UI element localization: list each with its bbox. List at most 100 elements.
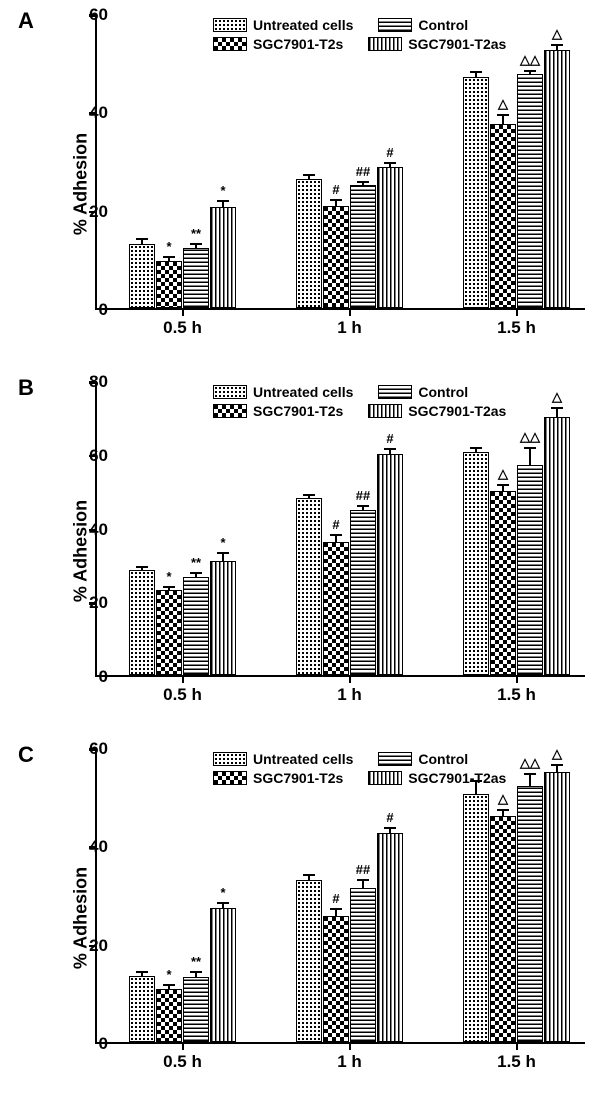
bar-fill [130,977,154,1041]
legend-item-untreated: Untreated cells [213,384,353,400]
legend-row: SGC7901-T2sSGC7901-T2as [213,36,506,52]
error-cap [217,552,229,554]
legend-swatch [213,752,247,766]
legend-swatch [213,18,247,32]
legend-item-t2s: SGC7901-T2s [213,403,343,419]
bar-fill [324,917,348,1041]
x-tick-label: 1 h [337,1052,362,1072]
significance-annotation: * [166,239,171,254]
legend-item-control: Control [378,17,468,33]
error-cap [551,44,563,46]
bar-t2as [544,772,570,1042]
bar-fill [351,186,375,307]
error-cap [357,505,369,507]
x-tick [349,675,352,683]
bar-fill [211,562,235,674]
panel-C: C% Adhesion02040600.5 h****1 h####1.5 h△… [0,734,608,1101]
error-cap [330,908,342,910]
significance-annotation: # [332,517,339,532]
legend-swatch [368,771,402,785]
bar-control [517,74,543,308]
bar-control [517,786,543,1042]
legend: Untreated cellsControlSGC7901-T2sSGC7901… [213,384,506,422]
y-tick [89,455,97,458]
x-tick-label: 0.5 h [163,1052,202,1072]
y-tick [89,748,97,751]
x-tick [182,675,185,683]
error-cap [497,114,509,116]
legend-label: SGC7901-T2s [253,403,343,419]
error-cap [384,162,396,164]
significance-annotation: ## [356,488,370,503]
bar-control [183,248,209,308]
bar-fill [297,499,321,674]
bar-untreated [129,976,155,1042]
error-bar [556,408,558,417]
bar-untreated [463,77,489,308]
panel-B: B% Adhesion0204060800.5 h****1 h####1.5 … [0,367,608,734]
significance-annotation: △ [552,389,562,405]
y-tick [89,529,97,532]
x-tick-label: 1.5 h [497,1052,536,1072]
significance-annotation: ** [191,226,201,241]
error-bar [529,448,531,465]
error-cap [303,494,315,496]
x-tick [516,1042,519,1050]
x-tick-label: 1.5 h [497,685,536,705]
legend-item-t2s: SGC7901-T2s [213,770,343,786]
bar-fill [297,881,321,1041]
bar-fill [157,990,181,1041]
significance-annotation: # [386,145,393,160]
significance-annotation: ## [356,862,370,877]
error-cap [497,809,509,811]
bar-untreated [463,452,489,675]
error-cap [190,572,202,574]
legend-label: Control [418,384,468,400]
error-cap [551,407,563,409]
significance-annotation: ## [356,164,370,179]
bar-control [350,888,376,1042]
legend-swatch [213,404,247,418]
bar-fill [491,817,515,1041]
bar-t2as [544,50,570,308]
bar-fill [545,418,569,674]
bar-control [183,577,209,675]
legend-item-untreated: Untreated cells [213,751,353,767]
bar-t2s [490,816,516,1042]
legend-swatch [368,37,402,51]
legend-item-control: Control [378,384,468,400]
panel-A: A% Adhesion02040600.5 h****1 h####1.5 h△… [0,0,608,367]
y-tick [89,211,97,214]
bar-t2s [156,590,182,675]
bar-fill [491,492,515,674]
bar-fill [518,75,542,307]
error-bar [222,553,224,560]
error-bar [502,115,504,124]
legend-item-t2as: SGC7901-T2as [368,770,506,786]
error-cap [163,984,175,986]
x-tick-label: 1 h [337,685,362,705]
significance-annotation: △△ [520,755,540,771]
plot-region: 0.5 h****1 h####1.5 h△△△△ [95,382,585,677]
error-cap [303,174,315,176]
legend-item-t2s: SGC7901-T2s [213,36,343,52]
legend-row: SGC7901-T2s SGC7901-T2as [213,403,506,419]
bar-fill [211,208,235,307]
legend-item-t2as: SGC7901-T2as [368,403,506,419]
bar-fill [464,78,488,307]
legend-swatch [213,385,247,399]
x-tick-label: 0.5 h [163,685,202,705]
significance-annotation: △△ [520,429,540,445]
legend-row: Untreated cellsControl [213,17,506,33]
y-axis-title: % Adhesion [71,499,92,601]
significance-annotation: # [386,431,393,446]
legend-label: Untreated cells [253,751,353,767]
legend-swatch [378,18,412,32]
error-cap [357,879,369,881]
error-cap [136,971,148,973]
legend-label: SGC7901-T2s [253,36,343,52]
y-tick [89,381,97,384]
legend-label: SGC7901-T2as [408,770,506,786]
x-tick-label: 1.5 h [497,318,536,338]
bar-fill [130,571,154,674]
